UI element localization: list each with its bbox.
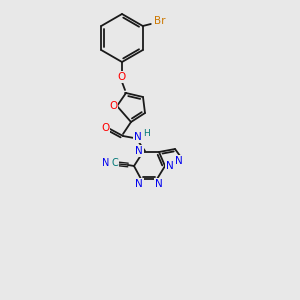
Text: N: N — [155, 179, 163, 189]
Text: C: C — [112, 158, 118, 168]
Text: N: N — [175, 156, 183, 166]
Text: O: O — [109, 101, 117, 111]
Text: N: N — [166, 161, 174, 171]
Text: H: H — [142, 130, 149, 139]
Text: O: O — [118, 72, 126, 82]
Text: O: O — [101, 123, 109, 133]
Text: N: N — [102, 158, 110, 168]
Text: N: N — [134, 132, 142, 142]
Text: N: N — [135, 179, 143, 189]
Text: N: N — [135, 146, 143, 156]
Text: Br: Br — [154, 16, 166, 26]
